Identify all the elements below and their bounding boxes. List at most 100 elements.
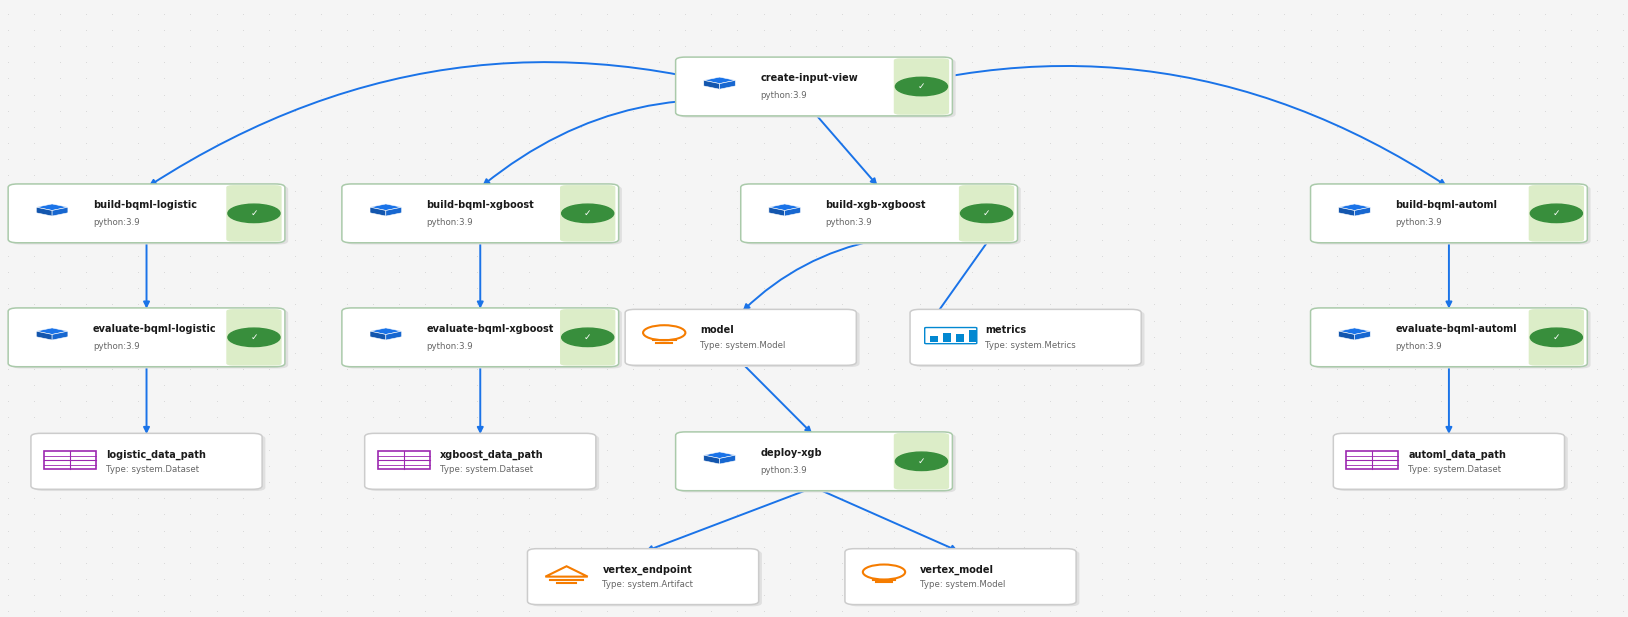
FancyBboxPatch shape (628, 311, 860, 367)
Text: ✓: ✓ (251, 209, 257, 218)
FancyBboxPatch shape (1337, 435, 1568, 491)
FancyBboxPatch shape (34, 435, 265, 491)
Circle shape (562, 328, 614, 347)
FancyBboxPatch shape (31, 433, 262, 489)
FancyBboxPatch shape (845, 549, 1076, 605)
FancyBboxPatch shape (894, 433, 949, 489)
FancyBboxPatch shape (1314, 310, 1591, 368)
Polygon shape (36, 207, 52, 216)
Text: xgboost_data_path: xgboost_data_path (440, 449, 544, 460)
Polygon shape (720, 80, 736, 89)
Circle shape (961, 204, 1013, 223)
Polygon shape (703, 80, 720, 89)
Text: python:3.9: python:3.9 (427, 218, 474, 227)
Polygon shape (1338, 204, 1371, 210)
FancyBboxPatch shape (527, 549, 759, 605)
Polygon shape (52, 331, 68, 340)
Text: Type: system.Metrics: Type: system.Metrics (985, 341, 1076, 350)
Text: python:3.9: python:3.9 (1395, 218, 1442, 227)
Polygon shape (386, 331, 402, 340)
FancyBboxPatch shape (1333, 433, 1565, 489)
FancyBboxPatch shape (741, 184, 1018, 242)
FancyBboxPatch shape (11, 310, 288, 368)
FancyBboxPatch shape (1314, 186, 1591, 244)
Text: ✓: ✓ (251, 333, 257, 342)
Text: python:3.9: python:3.9 (760, 466, 807, 475)
FancyBboxPatch shape (531, 550, 762, 607)
FancyBboxPatch shape (345, 310, 622, 368)
Polygon shape (1338, 331, 1354, 340)
Circle shape (562, 204, 614, 223)
Polygon shape (36, 204, 68, 210)
FancyBboxPatch shape (679, 434, 956, 492)
Polygon shape (703, 455, 720, 464)
FancyBboxPatch shape (560, 185, 615, 242)
Text: vertex_model: vertex_model (920, 565, 993, 575)
Text: ✓: ✓ (584, 333, 591, 342)
FancyBboxPatch shape (1529, 185, 1584, 242)
Circle shape (895, 452, 947, 471)
FancyBboxPatch shape (930, 336, 938, 342)
Text: Type: system.Model: Type: system.Model (700, 341, 785, 350)
FancyBboxPatch shape (560, 309, 615, 366)
Circle shape (895, 77, 947, 96)
FancyBboxPatch shape (342, 308, 619, 366)
Polygon shape (768, 207, 785, 216)
FancyBboxPatch shape (848, 550, 1079, 607)
FancyBboxPatch shape (913, 311, 1144, 367)
Text: build-bqml-xgboost: build-bqml-xgboost (427, 201, 534, 210)
Polygon shape (703, 77, 736, 84)
Text: Type: system.Dataset: Type: system.Dataset (1408, 465, 1501, 474)
FancyBboxPatch shape (676, 432, 952, 491)
Text: python:3.9: python:3.9 (93, 342, 140, 351)
Text: Type: system.Dataset: Type: system.Dataset (106, 465, 199, 474)
Text: python:3.9: python:3.9 (93, 218, 140, 227)
Polygon shape (36, 331, 52, 340)
Text: python:3.9: python:3.9 (760, 91, 807, 100)
FancyBboxPatch shape (894, 58, 949, 115)
FancyBboxPatch shape (625, 309, 856, 365)
Polygon shape (370, 331, 386, 340)
Text: build-bqml-logistic: build-bqml-logistic (93, 201, 197, 210)
Polygon shape (768, 204, 801, 210)
Text: ✓: ✓ (1553, 333, 1560, 342)
FancyBboxPatch shape (226, 185, 282, 242)
Text: automl_data_path: automl_data_path (1408, 449, 1506, 460)
Text: python:3.9: python:3.9 (427, 342, 474, 351)
Circle shape (228, 328, 280, 347)
FancyBboxPatch shape (11, 186, 288, 244)
FancyBboxPatch shape (342, 184, 619, 242)
FancyBboxPatch shape (1529, 309, 1584, 366)
FancyBboxPatch shape (959, 185, 1014, 242)
Circle shape (228, 204, 280, 223)
Text: Type: system.Dataset: Type: system.Dataset (440, 465, 532, 474)
Text: build-xgb-xgboost: build-xgb-xgboost (825, 201, 926, 210)
FancyBboxPatch shape (226, 309, 282, 366)
Text: model: model (700, 325, 734, 336)
Text: ✓: ✓ (918, 82, 925, 91)
Text: ✓: ✓ (918, 457, 925, 466)
Text: Type: system.Model: Type: system.Model (920, 580, 1004, 589)
Polygon shape (52, 207, 68, 216)
Polygon shape (785, 207, 801, 216)
Polygon shape (370, 207, 386, 216)
Polygon shape (370, 328, 402, 334)
Polygon shape (1338, 328, 1371, 334)
FancyBboxPatch shape (679, 59, 956, 118)
Text: python:3.9: python:3.9 (1395, 342, 1442, 351)
Polygon shape (1354, 207, 1371, 216)
Text: logistic_data_path: logistic_data_path (106, 449, 205, 460)
Text: python:3.9: python:3.9 (825, 218, 873, 227)
Text: Type: system.Artifact: Type: system.Artifact (602, 580, 694, 589)
Polygon shape (370, 204, 402, 210)
FancyBboxPatch shape (910, 309, 1141, 365)
Text: evaluate-bqml-xgboost: evaluate-bqml-xgboost (427, 325, 554, 334)
Polygon shape (386, 207, 402, 216)
Text: deploy-xgb: deploy-xgb (760, 448, 822, 458)
Polygon shape (36, 328, 68, 334)
FancyBboxPatch shape (744, 186, 1021, 244)
FancyBboxPatch shape (969, 331, 977, 342)
Circle shape (1530, 328, 1582, 347)
FancyBboxPatch shape (368, 435, 599, 491)
Circle shape (1530, 204, 1582, 223)
